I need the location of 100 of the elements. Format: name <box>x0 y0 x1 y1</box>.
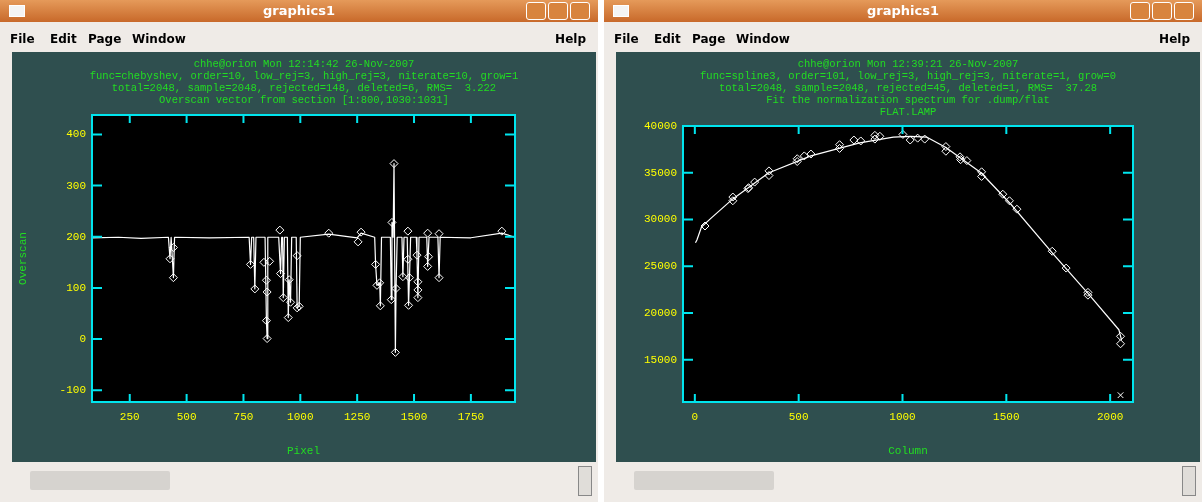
point <box>391 283 401 293</box>
point <box>403 254 413 264</box>
point <box>962 156 972 166</box>
y-tick-label: 200 <box>66 230 86 243</box>
point <box>165 254 175 264</box>
y-tick-label: 35000 <box>643 166 677 179</box>
point <box>413 285 423 295</box>
point <box>1047 246 1057 256</box>
x-tick-label: 500 <box>176 410 197 423</box>
text: Window <box>132 32 186 46</box>
point <box>259 257 269 267</box>
point <box>423 261 433 271</box>
point <box>262 334 272 344</box>
x-tick-label: 0 <box>691 410 699 423</box>
point <box>728 192 738 202</box>
point <box>261 316 271 326</box>
point <box>423 228 433 238</box>
x-tick-label: 500 <box>788 410 809 423</box>
point <box>324 228 334 238</box>
chart-subtitle: func=chebyshev, order=10, low_rej=3, high_rej=3, niterate=10, grow=1 total=2048, sample=2048, rejected=148, deleted=6, RMS= 3.222 Overscan vector from section [1:800,1030:1031] <box>89 70 519 106</box>
point <box>497 226 507 236</box>
point <box>403 226 413 236</box>
y-tick-label: 300 <box>66 179 86 192</box>
point <box>286 297 296 307</box>
chart-title: chhe@orion Mon 12:39:21 26-Nov-2007 <box>797 58 1019 70</box>
y-tick-label: 15000 <box>643 353 677 366</box>
point <box>764 171 774 181</box>
point <box>941 146 951 156</box>
point <box>275 225 285 235</box>
text: Page <box>88 32 122 46</box>
y-axis-title: Overscan <box>16 232 29 285</box>
point <box>283 313 293 323</box>
chart-subtitle: func=spline3, order=101, low_rej=3, high_rej=3, niterate=1, grow=0 total=2048, sample=2048, rejected=45, deleted=1, RMS= 37.28 Fit the normalization spectrum for .dump/flat FLAT.LAMP <box>700 70 1116 118</box>
point <box>1116 331 1126 341</box>
point <box>898 129 908 139</box>
point <box>371 259 381 269</box>
point <box>1012 204 1022 214</box>
point <box>806 149 816 159</box>
point <box>250 284 260 294</box>
point <box>764 166 774 176</box>
point <box>398 272 408 282</box>
text: File <box>10 32 35 46</box>
text: Edit <box>50 32 77 46</box>
point <box>1061 263 1071 273</box>
point <box>1117 391 1124 399</box>
text: File <box>614 32 639 46</box>
point <box>404 300 414 310</box>
point <box>856 136 866 146</box>
point <box>262 287 272 297</box>
point <box>977 167 987 177</box>
point <box>390 347 400 357</box>
point <box>292 251 302 261</box>
text: Help <box>555 32 586 46</box>
text: Edit <box>654 32 681 46</box>
point <box>870 134 880 144</box>
point <box>1004 196 1014 206</box>
text: graphics1 <box>0 0 598 22</box>
point <box>750 177 760 187</box>
point <box>413 277 423 287</box>
point <box>356 227 366 237</box>
point <box>375 301 385 311</box>
x-tick-label: 1000 <box>889 410 916 423</box>
x-tick-label: 250 <box>119 410 140 423</box>
point <box>404 273 414 283</box>
point <box>412 250 422 260</box>
x-tick-label: 1500 <box>993 410 1020 423</box>
point <box>434 229 444 239</box>
point <box>424 252 434 262</box>
y-tick-label: -100 <box>59 384 86 397</box>
x-tick-label: 1250 <box>343 410 371 423</box>
y-tick-label: 20000 <box>643 306 677 319</box>
x-axis-title: Pixel <box>286 445 321 458</box>
point <box>387 217 397 227</box>
point <box>389 159 399 169</box>
y-tick-label: 400 <box>66 128 86 141</box>
point <box>168 273 178 283</box>
y-tick-label: 40000 <box>643 119 677 132</box>
text: Page <box>692 32 726 46</box>
point <box>875 131 885 141</box>
x-tick-label: 1000 <box>287 410 314 423</box>
point <box>353 237 363 247</box>
y-tick-label: 0 <box>79 332 86 345</box>
x-tick-label: 1750 <box>457 410 485 423</box>
point <box>276 269 286 279</box>
point <box>265 256 275 266</box>
text: graphics1 <box>604 0 1202 22</box>
point <box>870 130 880 140</box>
point <box>386 295 396 305</box>
text: Window <box>736 32 790 46</box>
point <box>913 133 923 143</box>
point <box>998 189 1008 199</box>
point <box>434 273 444 283</box>
point <box>413 293 423 303</box>
chart-title: chhe@orion Mon 12:14:42 26-Nov-2007 <box>193 58 415 70</box>
point <box>799 151 809 161</box>
x-axis-title: Column <box>888 445 928 458</box>
x-tick-label: 2000 <box>1096 410 1124 423</box>
y-tick-label: 100 <box>66 281 86 294</box>
point <box>1116 339 1126 349</box>
point <box>977 171 987 181</box>
